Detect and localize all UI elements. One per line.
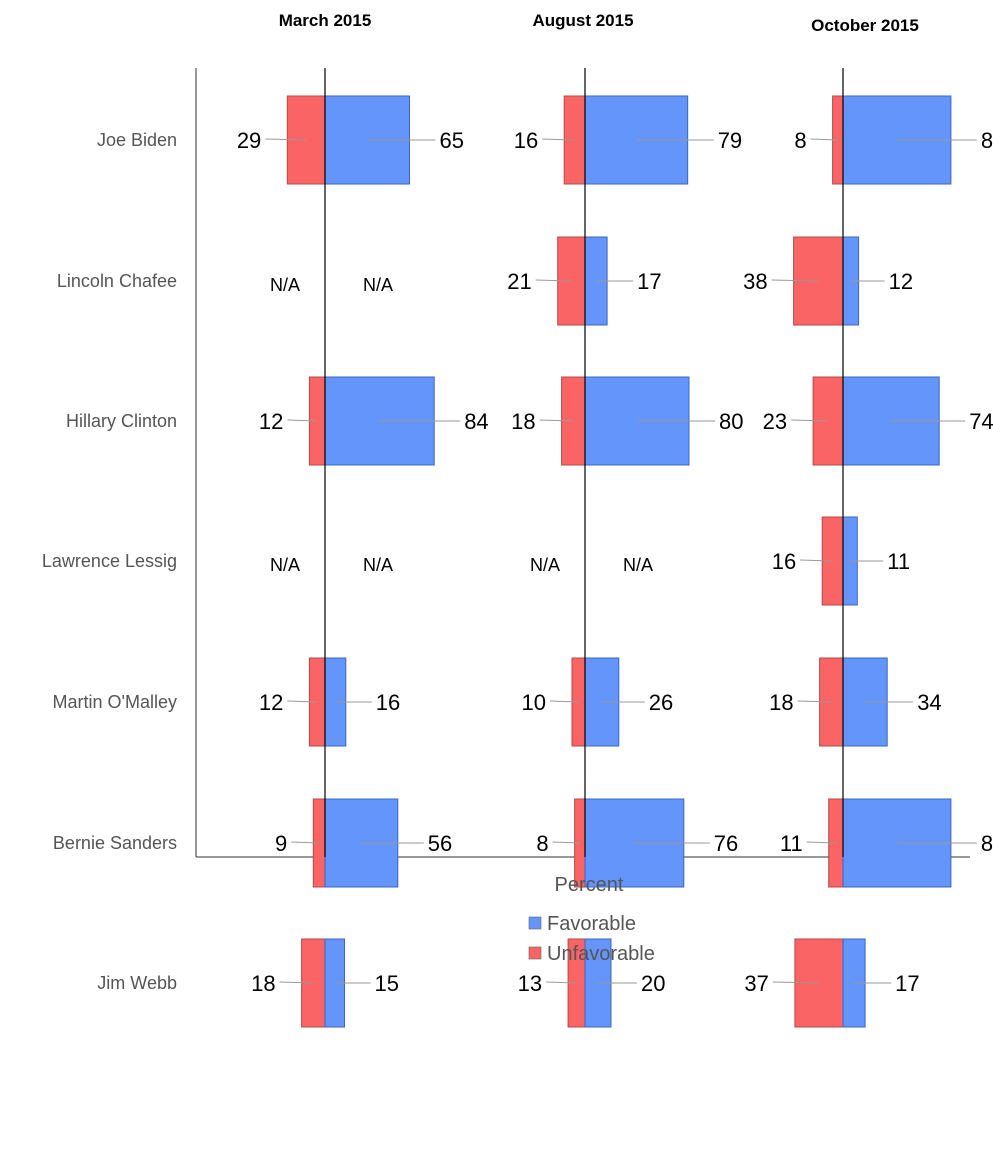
leader-unfavorable-2-1 xyxy=(771,279,819,282)
value-label-favorable-2-2: 74 xyxy=(969,409,993,434)
value-label-favorable-1-6: 20 xyxy=(641,971,665,996)
category-label-0: Joe Biden xyxy=(97,130,177,150)
value-label-favorable-0-6: 15 xyxy=(375,971,399,996)
category-label-1: Lincoln Chafee xyxy=(57,271,177,291)
value-label-unfavorable-2-1: 38 xyxy=(743,269,767,294)
leader-unfavorable-1-4 xyxy=(549,700,579,703)
na-label-favorable-0-3: N/A xyxy=(363,555,393,575)
value-label-unfavorable-0-6: 18 xyxy=(251,971,275,996)
na-label-favorable-1-3: N/A xyxy=(623,555,653,575)
value-label-favorable-2-3: 11 xyxy=(887,549,910,574)
na-label-unfavorable-1-3: N/A xyxy=(530,555,560,575)
leader-unfavorable-0-4 xyxy=(287,700,318,703)
value-label-unfavorable-0-0: 29 xyxy=(237,128,261,153)
value-label-unfavorable-2-4: 18 xyxy=(769,690,793,715)
value-label-favorable-1-2: 80 xyxy=(719,409,743,434)
value-label-unfavorable-1-4: 10 xyxy=(522,690,546,715)
category-label-3: Lawrence Lessig xyxy=(42,551,177,571)
value-label-favorable-1-4: 26 xyxy=(649,690,673,715)
value-label-favorable-2-5: 83 xyxy=(981,831,993,856)
category-label-2: Hillary Clinton xyxy=(66,411,177,431)
leader-unfavorable-1-5 xyxy=(552,841,580,844)
value-label-favorable-0-5: 56 xyxy=(428,831,452,856)
value-label-unfavorable-1-6: 13 xyxy=(518,971,542,996)
leader-unfavorable-1-6 xyxy=(546,981,577,984)
leader-unfavorable-0-5 xyxy=(291,841,320,844)
x-axis-title: Percent xyxy=(555,874,624,896)
panel-title-2: October 2015 xyxy=(811,16,919,35)
value-label-favorable-1-5: 76 xyxy=(714,831,738,856)
leader-unfavorable-2-5 xyxy=(806,841,836,844)
value-label-favorable-0-0: 65 xyxy=(440,128,464,153)
value-label-favorable-1-1: 17 xyxy=(637,269,661,294)
category-label-5: Bernie Sanders xyxy=(53,833,177,853)
legend-swatch-unfavorable xyxy=(528,946,542,960)
value-label-unfavorable-2-6: 37 xyxy=(744,971,768,996)
leader-unfavorable-0-6 xyxy=(279,981,314,984)
category-label-6: Jim Webb xyxy=(97,973,177,993)
value-label-unfavorable-1-5: 8 xyxy=(536,831,548,856)
value-label-favorable-1-0: 79 xyxy=(718,128,742,153)
leader-unfavorable-1-0 xyxy=(542,138,575,141)
value-label-unfavorable-1-2: 18 xyxy=(511,409,535,434)
leader-unfavorable-1-1 xyxy=(535,279,572,282)
category-label-4: Martin O'Malley xyxy=(53,692,177,712)
panel-title-0: March 2015 xyxy=(279,11,372,30)
na-label-favorable-0-1: N/A xyxy=(363,275,393,295)
value-label-favorable-2-6: 17 xyxy=(895,971,919,996)
value-label-favorable-2-0: 83 xyxy=(981,128,993,153)
legend-swatch-favorable xyxy=(528,916,542,930)
leader-unfavorable-2-6 xyxy=(772,981,819,984)
leader-unfavorable-0-0 xyxy=(265,138,307,141)
value-label-unfavorable-0-2: 12 xyxy=(259,409,283,434)
leader-unfavorable-2-0 xyxy=(810,138,838,141)
leader-unfavorable-1-2 xyxy=(539,419,574,422)
legend-label-favorable: Favorable xyxy=(547,913,636,935)
value-label-unfavorable-0-4: 12 xyxy=(259,690,283,715)
value-label-unfavorable-1-1: 21 xyxy=(507,269,531,294)
na-label-unfavorable-0-3: N/A xyxy=(270,555,300,575)
leader-unfavorable-2-4 xyxy=(797,700,832,703)
value-label-favorable-2-1: 12 xyxy=(889,269,913,294)
value-label-unfavorable-2-3: 16 xyxy=(772,549,796,574)
value-label-unfavorable-2-2: 23 xyxy=(763,409,787,434)
value-label-unfavorable-0-5: 9 xyxy=(275,831,287,856)
legend-label-unfavorable: Unfavorable xyxy=(547,943,655,965)
value-label-favorable-0-2: 84 xyxy=(464,409,488,434)
value-label-favorable-0-4: 16 xyxy=(376,690,400,715)
leader-unfavorable-0-2 xyxy=(287,419,318,422)
value-label-unfavorable-2-5: 11 xyxy=(780,831,803,856)
value-label-unfavorable-1-0: 16 xyxy=(514,128,538,153)
na-label-unfavorable-0-1: N/A xyxy=(270,275,300,295)
leader-unfavorable-2-3 xyxy=(800,559,833,562)
value-label-favorable-2-4: 34 xyxy=(917,690,941,715)
value-label-unfavorable-2-0: 8 xyxy=(794,128,806,153)
panel-title-1: August 2015 xyxy=(532,11,633,30)
leader-unfavorable-2-2 xyxy=(791,419,829,422)
